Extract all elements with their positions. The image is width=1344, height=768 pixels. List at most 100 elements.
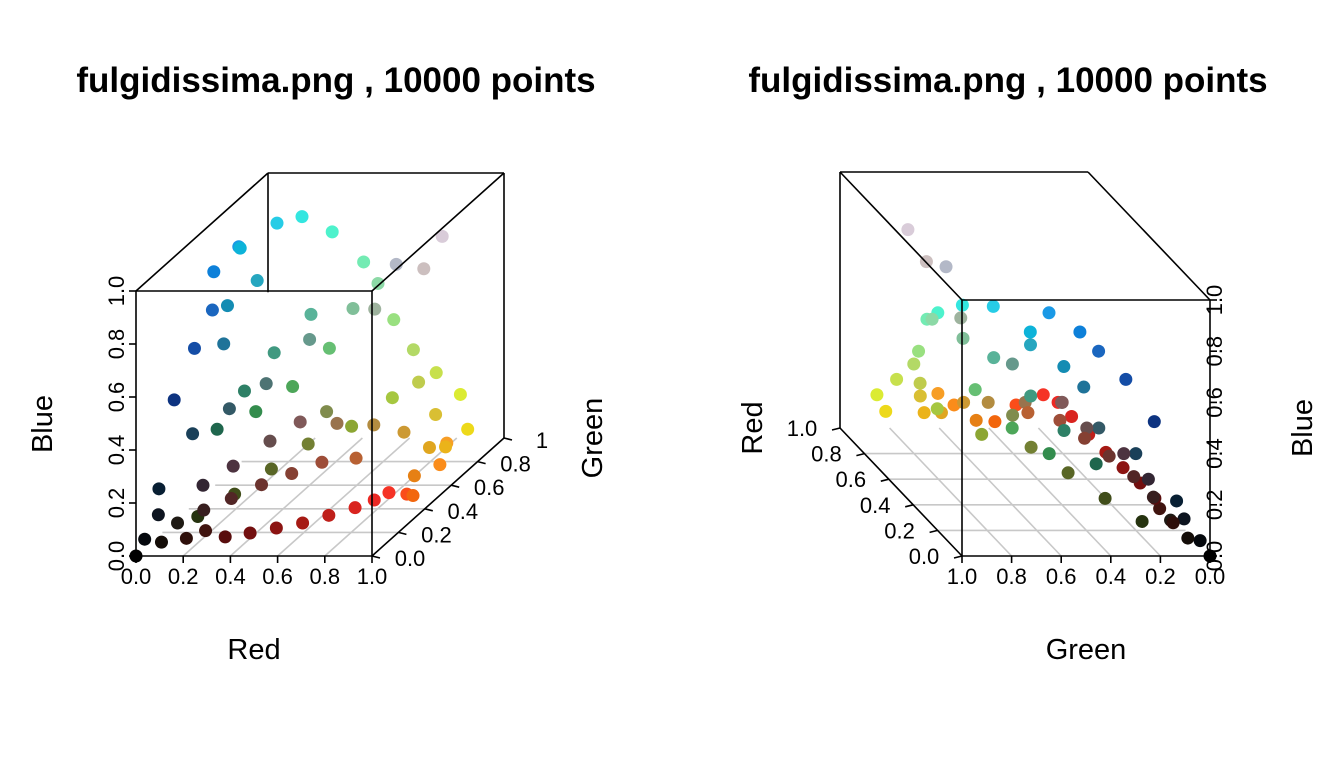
x-tick-label: 0.4 — [1096, 564, 1127, 589]
y-axis-title: Green — [577, 398, 609, 479]
data-point — [264, 462, 278, 476]
data-point — [349, 451, 363, 465]
data-point — [1042, 447, 1056, 461]
data-point — [220, 299, 234, 313]
data-point — [1073, 325, 1087, 339]
data-point — [187, 341, 201, 355]
bounding-box — [839, 171, 1211, 557]
data-point — [435, 229, 449, 243]
data-point — [385, 391, 399, 405]
data-point — [1053, 413, 1067, 427]
data-point — [433, 458, 447, 472]
y-tick-mark — [451, 484, 460, 488]
data-point — [1147, 415, 1161, 429]
data-point — [1036, 388, 1050, 402]
data-point — [320, 405, 334, 419]
y-tick-label: 1 — [536, 428, 548, 453]
data-point — [138, 532, 152, 546]
data-point — [1141, 472, 1155, 486]
y-tick-mark — [856, 452, 865, 457]
y-tick-mark — [398, 531, 407, 536]
z-tick-label: 0.0 — [104, 541, 129, 572]
z-tick-label: 0.0 — [1202, 541, 1227, 572]
data-point — [179, 531, 193, 545]
data-point — [1117, 447, 1131, 461]
x-tick-label: 0.2 — [1145, 564, 1176, 589]
data-point — [269, 521, 283, 535]
data-point — [1116, 461, 1130, 475]
data-point — [429, 408, 443, 421]
data-point — [879, 404, 893, 418]
ticks: 1.0 0.8 0.6 0.4 0.2 0.00.00.20.40.60.81.00.00… — [787, 285, 1227, 589]
box-edge — [135, 172, 269, 292]
data-point — [412, 375, 426, 389]
data-point — [1102, 449, 1116, 463]
data-point — [237, 384, 251, 398]
data-point — [907, 357, 921, 371]
data-point — [1078, 431, 1092, 445]
data-point — [196, 478, 210, 492]
data-point — [1129, 447, 1143, 461]
x-tick-label: 0.6 — [262, 564, 293, 589]
x-axis-title: Red — [227, 634, 280, 666]
data-point — [1092, 421, 1106, 435]
data-point — [151, 508, 165, 522]
box-edge — [839, 427, 963, 557]
ticks: 0.0 0.2 0.4 0.6 0.8 1.00.00.20.40.60.81.00.00… — [104, 276, 548, 589]
data-point — [1042, 306, 1056, 320]
data-point — [1135, 514, 1149, 528]
z-axis-title: Blue — [27, 395, 59, 453]
y-tick-label: 0.6 — [474, 475, 505, 500]
data-point — [152, 482, 166, 496]
z-tick-label: 0.6 — [104, 382, 129, 413]
data-point — [969, 413, 983, 427]
data-point — [1006, 408, 1020, 422]
data-point — [207, 265, 221, 279]
z-tick-label: 0.8 — [104, 329, 129, 360]
data-point — [1005, 357, 1019, 371]
data-point — [1057, 424, 1071, 438]
data-point — [387, 313, 401, 327]
bounding-box — [135, 172, 505, 557]
grid-line — [889, 427, 1013, 557]
data-point — [224, 492, 238, 506]
data-point — [1021, 406, 1035, 420]
data-point — [270, 216, 284, 230]
data-point — [357, 255, 371, 269]
data-points — [129, 210, 475, 563]
data-point — [1193, 534, 1207, 548]
box-edge — [371, 437, 505, 557]
y-tick-label: 0.4 — [860, 493, 891, 518]
chart-title: fulgidissima.png , 10000 points — [76, 61, 595, 100]
data-point — [1092, 344, 1106, 358]
data-point — [295, 210, 309, 224]
y-tick-label: 0.0 — [909, 544, 940, 569]
y-tick-label: 0.0 — [395, 546, 426, 571]
y-tick-label: 0.2 — [421, 522, 452, 547]
data-point — [931, 386, 945, 400]
data-point — [218, 530, 232, 544]
data-point — [345, 419, 359, 433]
data-point — [397, 425, 411, 439]
data-point — [267, 346, 281, 360]
data-point — [285, 467, 299, 480]
y-tick-mark — [953, 555, 963, 559]
data-point — [981, 395, 995, 409]
z-tick-label: 0.2 — [1202, 490, 1227, 521]
data-point — [417, 262, 431, 276]
data-point — [1181, 531, 1195, 545]
data-point — [286, 380, 300, 394]
data-point — [315, 455, 329, 469]
data-point — [1080, 421, 1094, 435]
data-point — [1170, 494, 1184, 508]
data-point — [367, 493, 381, 507]
x-tick-label: 0.8 — [310, 564, 341, 589]
data-point — [1024, 440, 1038, 454]
y-tick-label: 0.2 — [884, 518, 915, 543]
data-point — [322, 341, 336, 355]
data-point — [461, 422, 475, 436]
data-point — [930, 402, 944, 416]
scatter3d-panel-red-green-blue: fulgidissima.png , 10000 points 0.0 0.2 0.… — [27, 61, 609, 666]
x-axis-title: Green — [1046, 634, 1127, 666]
